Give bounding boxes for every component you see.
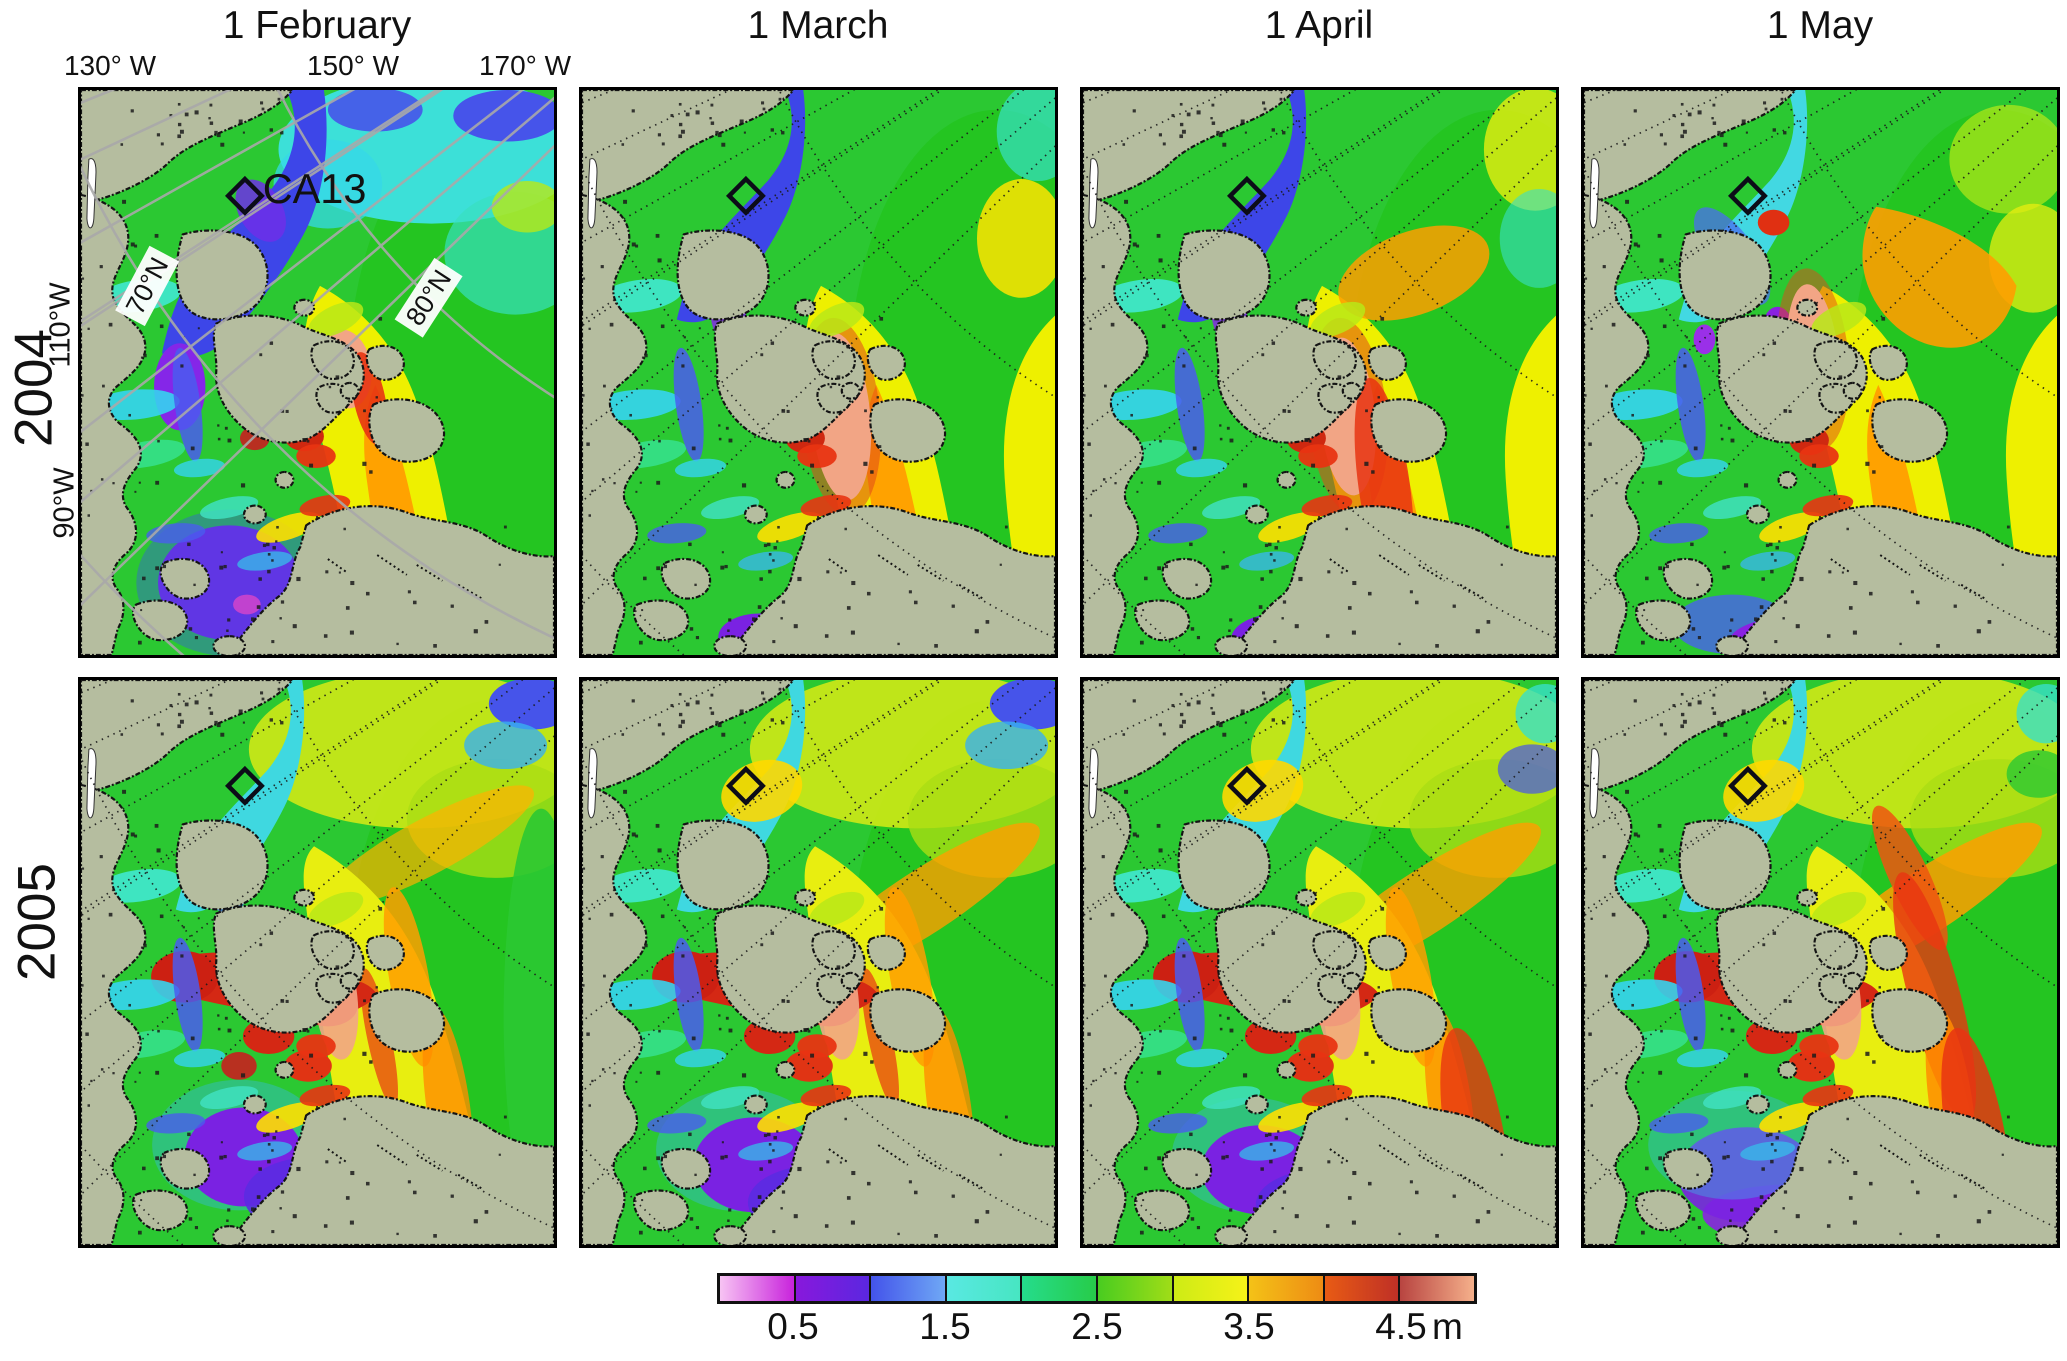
land-masses (1584, 680, 2057, 1245)
ice-thickness-map-2005-march (582, 680, 1055, 1245)
map-panel-2004-march (579, 87, 1058, 658)
ice-thickness-map-2004-march (582, 90, 1055, 655)
coastline-speckles (1584, 97, 2010, 648)
colorbar-segment-6 (1173, 1276, 1250, 1301)
colorbar-segment-9 (1400, 1276, 1474, 1301)
colorbar-segment-1 (795, 1276, 872, 1301)
land-masses (582, 90, 1055, 655)
coastline-speckles (1083, 97, 1509, 648)
coastline-speckles (1083, 687, 1509, 1238)
graticule (1083, 90, 1556, 655)
coastline-speckles (582, 687, 1008, 1238)
colorbar-tick-0_5: 0.5 (767, 1306, 819, 1347)
land-masses (1584, 90, 2057, 655)
map-panel-2005-february (78, 677, 557, 1248)
column-title-february: 1 February (222, 4, 412, 47)
land-masses (81, 680, 554, 1245)
station-label: CA13 (263, 165, 367, 212)
graticule (81, 680, 554, 1245)
coastline-speckles (81, 687, 507, 1238)
map-panel-2004-february: CA13 70°N 80°N (78, 87, 557, 658)
station-marker-diamond-icon (1226, 765, 1267, 806)
graticule (1584, 680, 2057, 1245)
station-marker-diamond-icon (1226, 175, 1267, 216)
ice-thickness-map-2005-february (81, 680, 554, 1245)
ice-thickness-map-2005-april (1083, 680, 1556, 1245)
station-marker-diamond-icon (224, 175, 265, 216)
column-title-april: 1 April (1264, 4, 1374, 47)
column-title-may: 1 May (1766, 4, 1874, 47)
land-masses (582, 680, 1055, 1245)
colorbar-segment-8 (1324, 1276, 1401, 1301)
colorbar-segment-3 (946, 1276, 1023, 1301)
longitude-label-150w: 150° W (306, 50, 400, 81)
ice-thickness-map-2005-may (1584, 680, 2057, 1245)
ice-thickness-map-2004-may (1584, 90, 2057, 655)
colorbar-tick-3_5: 3.5 (1223, 1306, 1275, 1347)
colorbar-segment-2 (871, 1276, 947, 1301)
map-panel-2005-may (1581, 677, 2060, 1248)
map-panel-2005-april (1080, 677, 1559, 1248)
colorbar-tick-4_5: 4.5 (1375, 1306, 1427, 1347)
station-marker-diamond-icon (1727, 765, 1768, 806)
station-marker-diamond-icon (1727, 175, 1768, 216)
land-masses (81, 90, 554, 655)
graticule (582, 90, 1055, 655)
colorbar-tick-1_5: 1.5 (919, 1306, 971, 1347)
longitude-label-130w: 130° W (63, 50, 157, 81)
station-marker-diamond-icon (725, 175, 766, 216)
station-marker-diamond-icon (725, 765, 766, 806)
colorbar-segment-7 (1249, 1276, 1325, 1301)
longitude-label-170w: 170° W (478, 50, 572, 81)
coastline-speckles (81, 97, 507, 648)
column-title-march: 1 March (747, 4, 889, 47)
row-label-2005: 2005 (7, 863, 67, 981)
colorbar-segment-0 (720, 1276, 796, 1301)
map-panel-2004-april (1080, 87, 1559, 658)
map-panel-2004-may (1581, 87, 2060, 658)
colorbar-segment-5 (1097, 1276, 1174, 1301)
map-panel-2005-march (579, 677, 1058, 1248)
land-masses (1083, 680, 1556, 1245)
graticule (582, 680, 1055, 1245)
colorbar (717, 1273, 1477, 1304)
graticule (81, 90, 554, 655)
colorbar-segment-4 (1022, 1276, 1098, 1301)
station-marker-diamond-icon (224, 765, 265, 806)
graticule (1584, 90, 2057, 655)
coastline-speckles (1584, 687, 2010, 1238)
land-masses (1083, 90, 1556, 655)
colorbar-tick-2_5: 2.5 (1071, 1306, 1123, 1347)
graticule (1083, 680, 1556, 1245)
row-label-2004: 2004 (4, 329, 64, 447)
coastline-speckles (582, 97, 1008, 648)
colorbar-unit: m (1432, 1306, 1463, 1347)
ice-thickness-map-2004-april (1083, 90, 1556, 655)
longitude-label-90w: 90°W (48, 467, 81, 539)
